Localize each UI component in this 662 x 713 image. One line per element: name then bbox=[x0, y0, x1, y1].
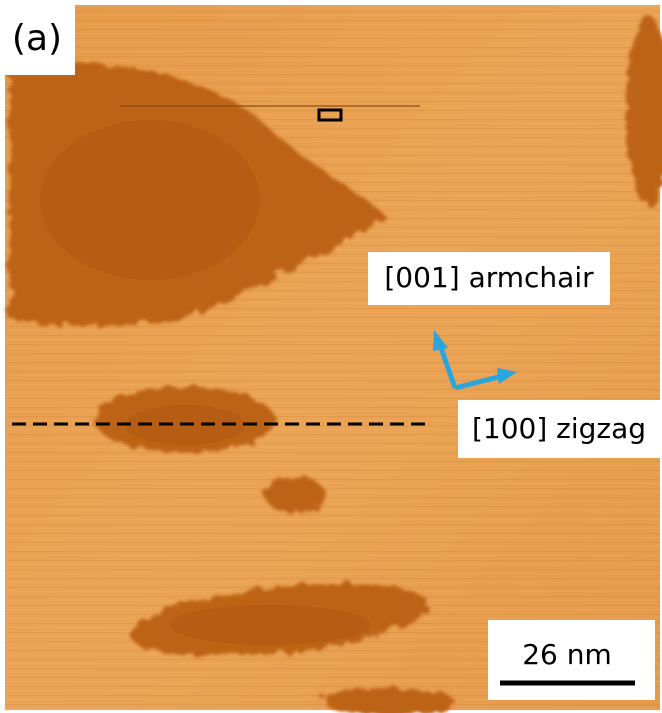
scale-bar-label: 26 nm bbox=[522, 638, 612, 671]
armchair-label: [001] armchair bbox=[384, 261, 594, 294]
panel-label: (a) bbox=[12, 18, 62, 59]
zigzag-label: [100] zigzag bbox=[472, 412, 646, 445]
stm-figure: (a) [001] armchair [100] zigzag 26 nm bbox=[0, 0, 662, 713]
